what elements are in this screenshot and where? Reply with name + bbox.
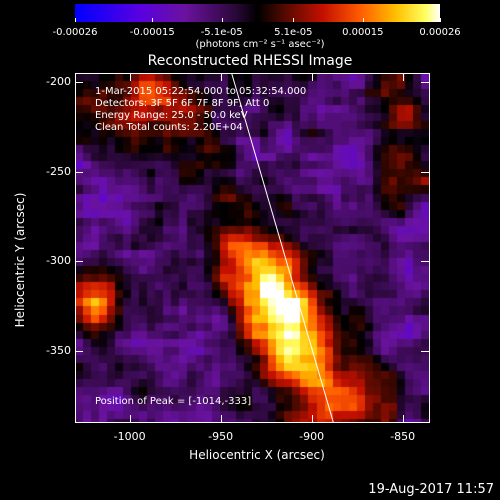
annotation-energy: Energy Range: 25.0 - 50.0 keV (95, 110, 248, 121)
x-tick-mark-top (129, 73, 131, 81)
solar-limb-line (231, 73, 334, 423)
annotation-peak: Position of Peak = [-1014,-333] (95, 396, 252, 407)
x-tick-label: -850 (390, 430, 416, 443)
y-tick-mark-right (421, 351, 429, 353)
y-tick-mark-right (421, 261, 429, 263)
annotation-time-range: 1-Mar-2015 05:22:54.000 to 05:32:54.000 (95, 86, 307, 97)
colorbar-gradient (75, 4, 440, 22)
y-tick-mark-right (421, 171, 429, 173)
x-tick-mark-top (402, 73, 404, 81)
y-tick-mark (75, 261, 83, 263)
x-axis-title: Heliocentric X (arcsec) (189, 448, 325, 462)
colorbar-tick (440, 18, 441, 22)
plot-frame (75, 73, 430, 423)
y-tick-label: -350 (46, 344, 71, 358)
colorbar-tick (293, 18, 295, 22)
x-tick-label: -900 (299, 430, 325, 443)
x-tick-mark (402, 415, 404, 423)
y-tick-label: -200 (46, 74, 71, 88)
y-tick-mark-right (421, 81, 429, 83)
y-tick-label: -300 (46, 254, 71, 268)
footer-timestamp: 19-Aug-2017 11:57 (368, 482, 494, 497)
y-tick-mark (75, 81, 83, 83)
x-tick-mark (311, 415, 313, 423)
chart-title: Reconstructed RHESSI Image (147, 53, 353, 69)
colorbar-tick-label: -5.1e-05 (200, 27, 243, 38)
colorbar-units: (photons cm⁻² s⁻¹ asec⁻²) (195, 39, 325, 50)
colorbar (75, 4, 441, 22)
annotation-detectors: Detectors: 3F 5F 6F 7F 8F 9F, Att 0 (95, 98, 270, 109)
annotation-method: Clean Total counts: 2.20E+04 (95, 122, 243, 133)
x-tick-mark-top (311, 73, 313, 81)
x-tick-label: -950 (208, 430, 234, 443)
x-tick-mark-top (220, 73, 222, 81)
colorbar-tick (221, 18, 223, 22)
plot-area: 1-Mar-2015 05:22:54.000 to 05:32:54.000 … (75, 73, 430, 423)
y-tick-label: -250 (46, 164, 71, 178)
x-tick-mark (220, 415, 222, 423)
colorbar-tick-label: -0.00015 (129, 27, 175, 38)
x-tick-mark (129, 415, 131, 423)
colorbar-tick-label: 0.00026 (419, 27, 461, 38)
colorbar-tick-label: -0.00026 (52, 27, 98, 38)
plot-overlay (231, 73, 334, 423)
colorbar-tick (152, 18, 154, 22)
x-tick-label: -1000 (113, 430, 146, 443)
heatmap-image (75, 73, 430, 423)
y-tick-mark (75, 171, 83, 173)
colorbar-tick-label: 0.00015 (342, 27, 384, 38)
y-axis-title: Heliocentric Y (arcsec) (13, 192, 27, 328)
colorbar-tick (362, 18, 364, 22)
y-tick-mark (75, 351, 83, 353)
colorbar-tick-label: 5.1e-05 (274, 27, 313, 38)
colorbar-tick (75, 18, 76, 22)
